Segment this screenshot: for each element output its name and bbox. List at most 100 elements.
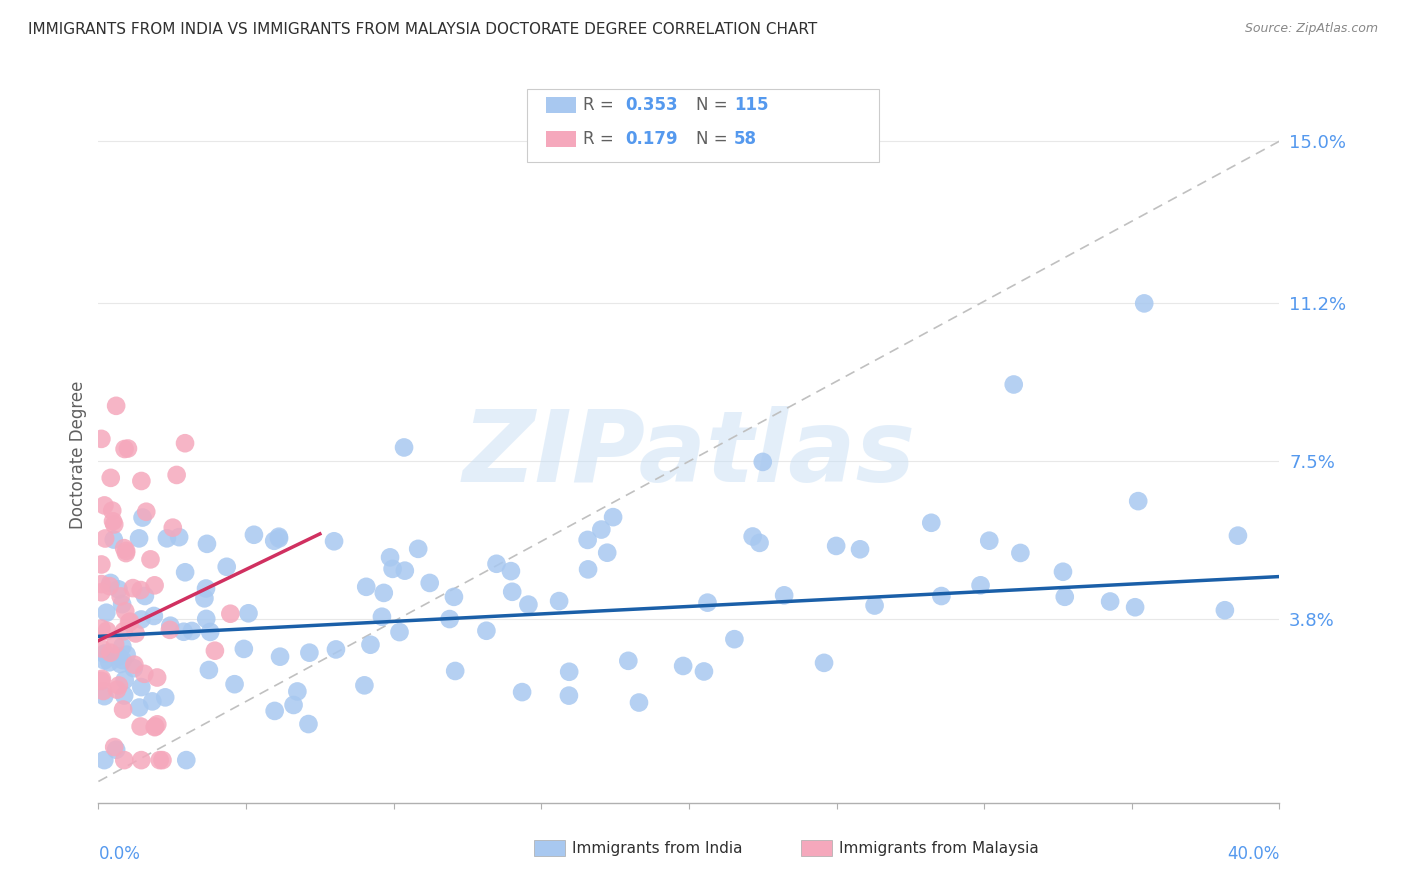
Point: [101, 503, 124, 517]
Text: N =: N =: [696, 96, 733, 114]
Point: [149, 753, 172, 767]
Point: [285, 684, 308, 698]
Point: [111, 653, 134, 667]
Point: [142, 609, 165, 624]
Point: [129, 612, 152, 626]
Point: [238, 607, 260, 621]
Point: [155, 690, 177, 705]
Text: 40.0%: 40.0%: [1227, 846, 1279, 863]
Point: [501, 584, 523, 599]
Y-axis label: Doctorate Degree: Doctorate Degree: [69, 381, 87, 529]
Point: [359, 638, 381, 652]
Point: [1213, 603, 1236, 617]
Point: [167, 530, 190, 544]
Point: [439, 612, 461, 626]
Point: [98, 579, 121, 593]
Point: [93, 753, 115, 767]
Point: [110, 657, 132, 671]
Point: [353, 678, 375, 692]
Point: [180, 624, 202, 638]
Point: [118, 615, 141, 630]
Point: [131, 474, 153, 488]
Point: [485, 557, 508, 571]
Point: [114, 673, 136, 687]
Point: [617, 654, 640, 668]
Point: [115, 546, 138, 560]
Point: [90, 673, 112, 688]
Point: [920, 516, 942, 530]
Point: [1123, 600, 1146, 615]
Point: [105, 682, 128, 697]
Point: [117, 442, 139, 456]
Point: [558, 665, 581, 679]
Point: [548, 594, 571, 608]
Point: [131, 680, 153, 694]
Point: [596, 546, 619, 560]
Point: [773, 588, 796, 602]
Point: [124, 626, 146, 640]
Point: [91, 684, 114, 698]
Point: [388, 625, 411, 640]
Point: [558, 689, 581, 703]
Point: [510, 685, 533, 699]
Point: [135, 505, 157, 519]
Point: [195, 612, 218, 626]
Point: [602, 510, 624, 524]
Point: [103, 739, 125, 754]
Text: Source: ZipAtlas.com: Source: ZipAtlas.com: [1244, 22, 1378, 36]
Point: [159, 623, 181, 637]
Point: [104, 637, 127, 651]
Point: [111, 597, 134, 611]
Point: [90, 672, 112, 686]
Point: [969, 578, 991, 592]
Point: [392, 441, 415, 455]
Point: [93, 689, 115, 703]
Point: [143, 720, 166, 734]
Point: [979, 533, 1001, 548]
Point: [1099, 594, 1122, 608]
Point: [204, 643, 226, 657]
Point: [134, 589, 156, 603]
Point: [297, 717, 319, 731]
Point: [105, 742, 128, 756]
Point: [267, 530, 290, 544]
Point: [112, 753, 135, 767]
Text: 0.0%: 0.0%: [98, 846, 141, 863]
Point: [90, 585, 112, 599]
Point: [128, 700, 150, 714]
Point: [378, 550, 401, 565]
Point: [129, 719, 152, 733]
Point: [325, 642, 347, 657]
Point: [112, 624, 135, 639]
Point: [443, 590, 465, 604]
Point: [215, 559, 238, 574]
Point: [120, 615, 142, 629]
Point: [298, 646, 321, 660]
Point: [1053, 590, 1076, 604]
Point: [198, 663, 221, 677]
Point: [173, 624, 195, 639]
Point: [115, 544, 138, 558]
Point: [1010, 546, 1032, 560]
Point: [152, 753, 174, 767]
Point: [103, 517, 125, 532]
Point: [124, 657, 146, 672]
Point: [139, 552, 162, 566]
Point: [107, 582, 129, 597]
Point: [129, 582, 152, 597]
Point: [112, 689, 135, 703]
Text: N =: N =: [696, 130, 733, 148]
Point: [394, 564, 416, 578]
Point: [110, 590, 132, 604]
Text: IMMIGRANTS FROM INDIA VS IMMIGRANTS FROM MALAYSIA DOCTORATE DEGREE CORRELATION C: IMMIGRANTS FROM INDIA VS IMMIGRANTS FROM…: [28, 22, 817, 37]
Point: [672, 659, 695, 673]
Point: [863, 599, 886, 613]
Point: [323, 534, 346, 549]
Point: [219, 607, 242, 621]
Point: [90, 622, 112, 636]
Point: [141, 694, 163, 708]
Point: [1128, 494, 1150, 508]
Point: [107, 649, 129, 664]
Point: [105, 399, 128, 413]
Point: [131, 510, 153, 524]
